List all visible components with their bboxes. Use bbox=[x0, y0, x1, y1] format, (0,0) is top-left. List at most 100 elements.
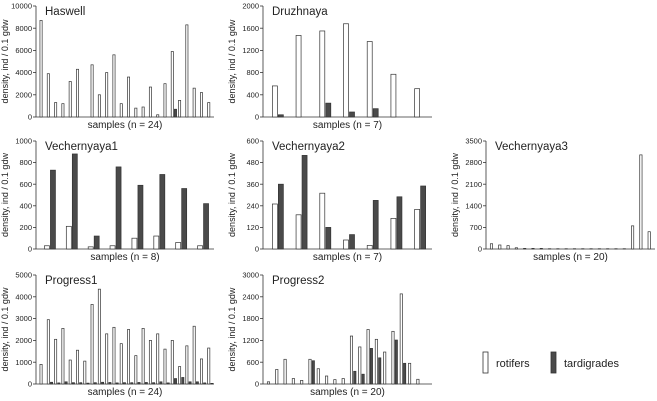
bar-rotifers bbox=[97, 94, 101, 118]
y-tick-label: 0 bbox=[28, 113, 32, 122]
legend-swatch-rotifers bbox=[482, 351, 489, 374]
bar-tardigrades bbox=[372, 200, 379, 250]
bar-rotifers bbox=[131, 237, 138, 250]
x-axis-label: samples (n = 20) bbox=[533, 252, 608, 263]
bar-tardigrades bbox=[79, 382, 83, 385]
bar-tardigrades bbox=[361, 373, 365, 385]
bar-rotifers bbox=[39, 20, 43, 118]
y-tick-label: 600 bbox=[246, 137, 259, 146]
bar-rotifers bbox=[178, 99, 182, 118]
bar-tardigrades bbox=[349, 234, 355, 250]
panel-title: Progress1 bbox=[45, 275, 97, 287]
panel-title: Progress2 bbox=[272, 275, 324, 287]
bar-rotifers bbox=[266, 381, 270, 385]
y-tick-label: 10000 bbox=[11, 2, 32, 11]
y-tick-label: 600 bbox=[246, 358, 259, 367]
bar-tardigrades bbox=[325, 227, 332, 250]
bar-tardigrades bbox=[137, 382, 141, 385]
y-tick-label: 5000 bbox=[15, 271, 32, 280]
bar-rotifers bbox=[141, 328, 145, 385]
bar-rotifers bbox=[109, 245, 116, 250]
y-tick-label: 1400 bbox=[465, 201, 482, 210]
bar-rotifers bbox=[200, 92, 203, 118]
bar-rotifers bbox=[90, 304, 94, 385]
bar-rotifers bbox=[170, 51, 174, 118]
y-tick-label: 2000 bbox=[242, 2, 259, 11]
y-axis-label: density, ind / 0.1 gdw bbox=[0, 153, 10, 237]
bar-rotifers bbox=[127, 329, 130, 385]
x-axis-label: samples (n = 7) bbox=[313, 120, 382, 131]
bar-rotifers bbox=[153, 235, 160, 250]
bar-rotifers bbox=[319, 192, 326, 250]
bar-tardigrades bbox=[311, 360, 315, 385]
y-tick-label: 0 bbox=[255, 245, 259, 254]
bar-tardigrades bbox=[278, 114, 284, 118]
chart-panel: 0 400 800 1200 1600 2000 density, ind / 0.1 gd… bbox=[227, 2, 432, 131]
bar-rotifers bbox=[523, 248, 527, 250]
bar-tardigrades bbox=[396, 196, 403, 250]
y-axis-label: density, ind / 0.1 gdw bbox=[0, 19, 10, 103]
bar-rotifers bbox=[185, 345, 189, 385]
bar-rotifers bbox=[105, 333, 109, 385]
y-tick-label: 240 bbox=[246, 201, 259, 210]
bar-rotifers bbox=[65, 225, 72, 250]
panel-title: Haswell bbox=[45, 6, 85, 18]
y-tick-label: 2400 bbox=[242, 292, 259, 301]
bar-tardigrades bbox=[372, 108, 379, 118]
bar-rotifers bbox=[105, 72, 109, 118]
bar-rotifers bbox=[391, 330, 395, 385]
bar-rotifers bbox=[97, 288, 101, 385]
y-tick-label: 400 bbox=[246, 90, 259, 99]
bar-rotifers bbox=[366, 245, 373, 250]
bar-tardigrades bbox=[115, 166, 122, 250]
bar-tardigrades bbox=[93, 235, 100, 250]
bar-rotifers bbox=[514, 247, 518, 250]
bar-rotifers bbox=[119, 343, 123, 385]
bar-rotifers bbox=[90, 64, 94, 118]
bar-tardigrades bbox=[394, 339, 398, 385]
bar-tardigrades bbox=[159, 174, 166, 250]
panel-title: Druzhnaya bbox=[272, 6, 328, 18]
legend-swatch-tardigrades bbox=[550, 351, 557, 374]
bar-rotifers bbox=[192, 87, 196, 118]
bar-rotifers bbox=[68, 359, 72, 385]
y-tick-label: 4000 bbox=[15, 68, 32, 77]
bar-rotifers bbox=[272, 85, 278, 118]
y-tick-label: 3000 bbox=[15, 314, 32, 323]
x-axis-label: samples (n = 8) bbox=[90, 252, 159, 263]
bar-rotifers bbox=[156, 333, 160, 385]
bar-rotifers bbox=[531, 248, 535, 250]
y-tick-label: 1600 bbox=[242, 24, 259, 33]
x-axis-label: samples (n = 24) bbox=[88, 387, 163, 398]
y-tick-label: 3000 bbox=[242, 271, 259, 280]
y-tick-label: 0 bbox=[28, 245, 32, 254]
y-tick-label: 3500 bbox=[465, 137, 482, 146]
bar-rotifers bbox=[170, 340, 174, 385]
bar-rotifers bbox=[316, 368, 320, 385]
bar-rotifers bbox=[207, 347, 211, 385]
bar-rotifers bbox=[295, 35, 302, 118]
bar-tardigrades bbox=[152, 382, 156, 385]
bar-rotifers bbox=[76, 68, 79, 118]
bar-tardigrades bbox=[353, 370, 357, 385]
bar-rotifers bbox=[349, 335, 353, 385]
bar-rotifers bbox=[119, 103, 123, 118]
chart-panel: 0 200 400 600 800 1000 density, ind / 0.1 gdw s… bbox=[0, 137, 214, 263]
bar-rotifers bbox=[283, 358, 287, 385]
bar-rotifers bbox=[498, 244, 502, 250]
y-tick-label: 2000 bbox=[15, 336, 32, 345]
bar-tardigrades bbox=[325, 102, 332, 118]
bar-rotifers bbox=[134, 107, 138, 118]
legend-label-tardigrades: tardigrades bbox=[564, 358, 620, 370]
bar-tardigrades bbox=[203, 203, 209, 250]
bar-tardigrades bbox=[301, 155, 308, 250]
bar-tardigrades bbox=[278, 183, 284, 250]
bar-rotifers bbox=[319, 30, 326, 118]
panel-title: Vechernyaya1 bbox=[45, 141, 118, 153]
bar-rotifers bbox=[192, 325, 196, 385]
y-tick-label: 0 bbox=[255, 113, 259, 122]
y-tick-label: 120 bbox=[246, 223, 259, 232]
bar-tardigrades bbox=[137, 184, 144, 250]
y-tick-label: 6000 bbox=[15, 46, 32, 55]
